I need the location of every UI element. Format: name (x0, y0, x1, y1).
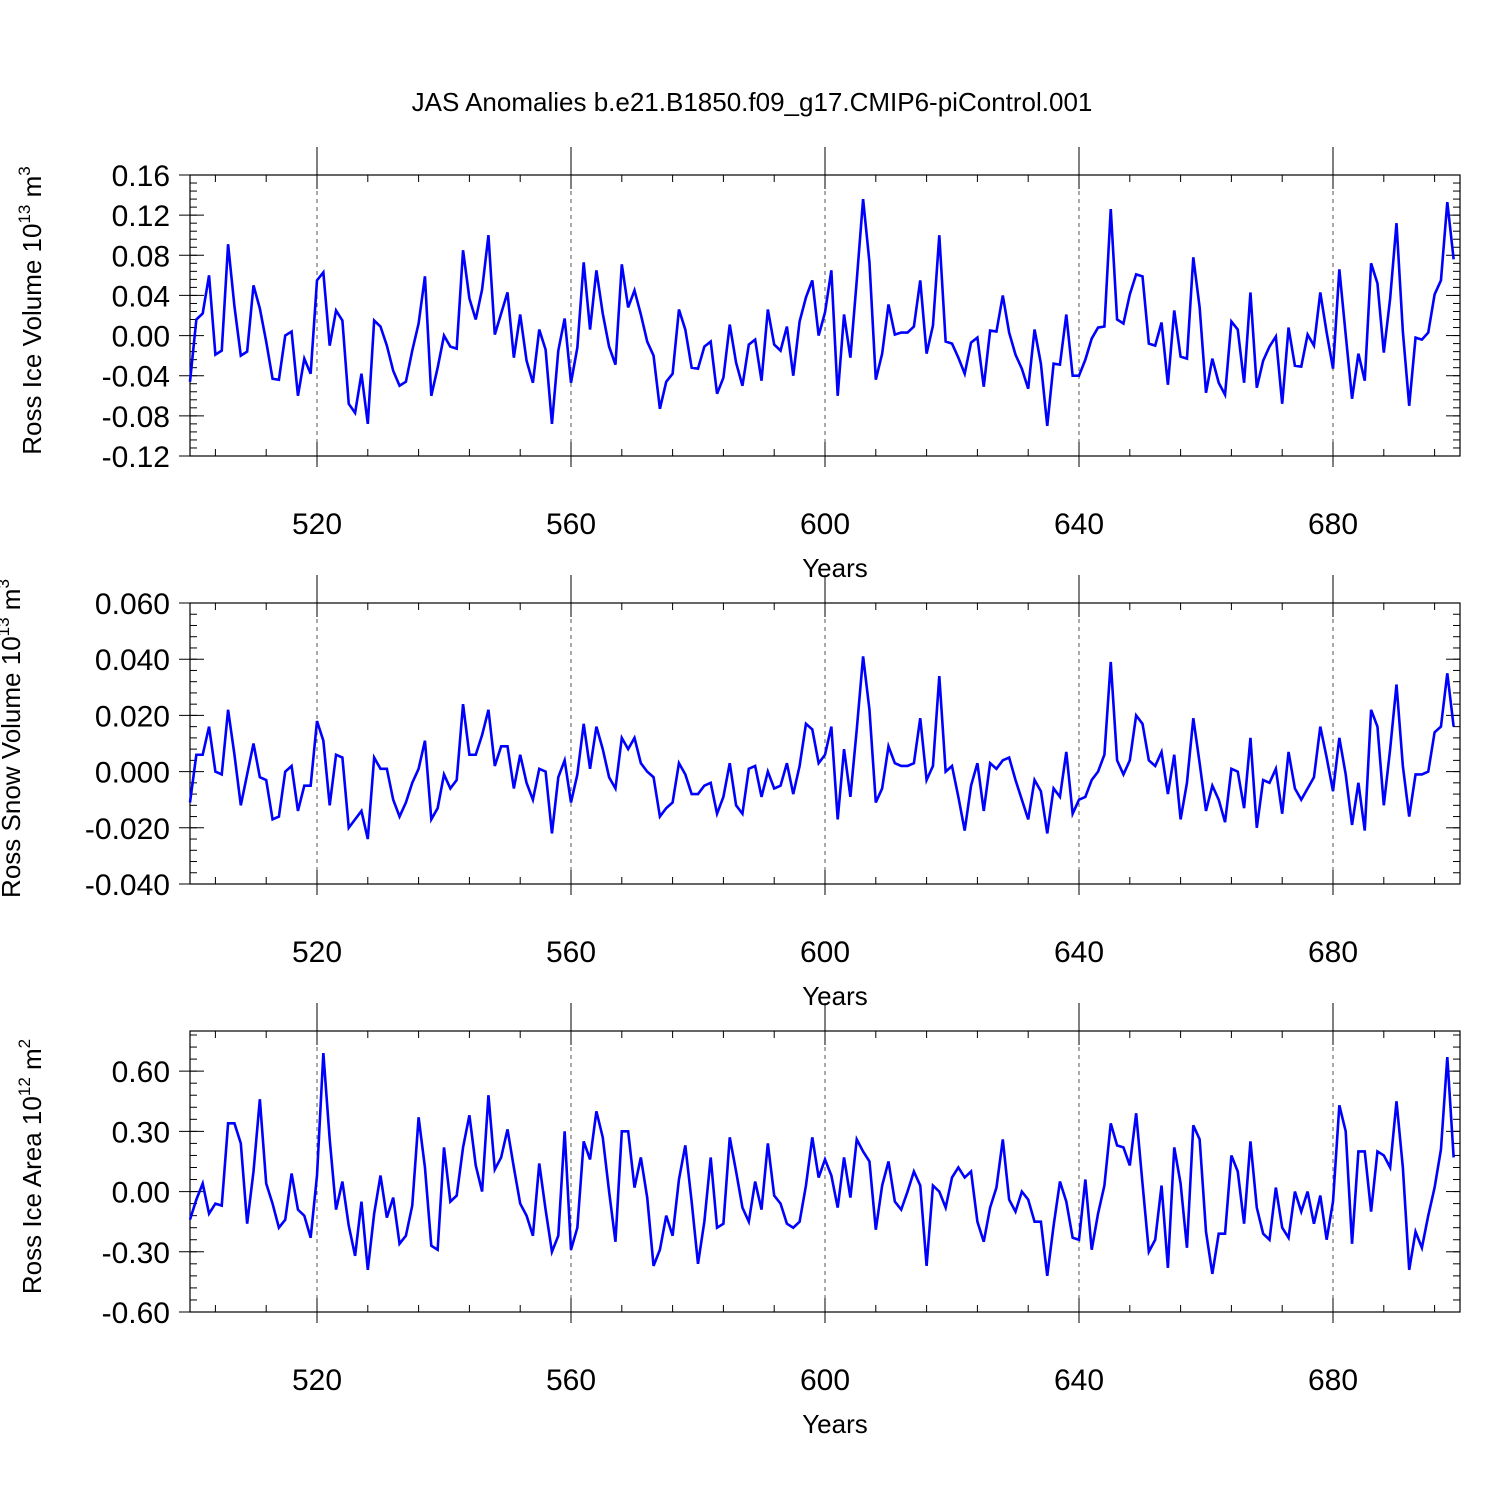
x-tick-label: 560 (546, 936, 596, 969)
y-tick-label: 0.08 (112, 240, 170, 273)
y-tick-label: -0.040 (85, 869, 170, 902)
y-label-exponent: 12 (15, 1077, 34, 1096)
series-line (188, 1052, 1455, 1277)
y-label-exponent: 13 (0, 617, 13, 636)
y-tick-label: 0.00 (112, 321, 170, 354)
panel-ice-area: -0.60 -0.30 0.00 0.30 0.60 520 560 600 640 680 Yea… (15, 1003, 1461, 1439)
plot-frame (189, 174, 1461, 457)
x-tick-label: 520 (292, 936, 342, 969)
x-tick-label: 600 (800, 936, 850, 969)
x-tick-label: 640 (1054, 936, 1104, 969)
y-label-unit-exponent: 2 (15, 1039, 34, 1048)
y-tick-label: 0.04 (112, 280, 170, 313)
panel-ice-volume: -0.12 -0.08 -0.04 0.00 0.04 0.08 0.12 0.16 520 56… (15, 147, 1461, 583)
x-axis-label: Years (802, 1409, 868, 1439)
y-label-unit: m (17, 1048, 47, 1077)
y-tick-label: 0.00 (112, 1177, 170, 1210)
y-label-exponent: 13 (15, 205, 34, 224)
y-tick-label: -0.08 (102, 401, 170, 434)
y-label-text: Ross Snow Volume 10 (0, 636, 26, 898)
x-tick-label: 560 (546, 1364, 596, 1397)
y-tick-label: -0.04 (102, 361, 170, 394)
y-tick-label: 0.12 (112, 200, 170, 233)
y-label-unit: m (0, 589, 26, 618)
y-tick-label: -0.12 (102, 441, 170, 474)
y-tick-label: -0.020 (85, 813, 170, 846)
x-tick-label: 520 (292, 508, 342, 541)
x-tick-label: 680 (1308, 508, 1358, 541)
y-tick-label: 0.30 (112, 1116, 170, 1149)
y-label-unit: m (17, 176, 47, 205)
x-tick-label: 600 (800, 508, 850, 541)
x-tick-label: 600 (800, 1364, 850, 1397)
y-tick-label: 0.040 (95, 644, 170, 677)
y-tick-label: -0.30 (102, 1237, 170, 1270)
y-tick-label: 0.000 (95, 757, 170, 790)
y-label-unit-exponent: 3 (15, 166, 34, 175)
x-tick-label: 680 (1308, 936, 1358, 969)
plot-frame (189, 1030, 1461, 1313)
x-axis-label: Years (802, 553, 868, 583)
x-tick-label: 680 (1308, 1364, 1358, 1397)
plot-frame (189, 602, 1461, 885)
y-tick-label: 0.16 (112, 160, 170, 193)
y-label-unit-exponent: 3 (0, 579, 13, 588)
y-axis-label: Ross Snow Volume 1013 m3 (0, 579, 26, 898)
x-tick-label: 520 (292, 1364, 342, 1397)
series-line (188, 198, 1455, 427)
x-tick-label: 640 (1054, 1364, 1104, 1397)
y-label-text: Ross Ice Area 10 (17, 1096, 47, 1294)
y-label-text: Ross Ice Volume 10 (17, 224, 47, 455)
x-axis-label: Years (802, 981, 868, 1011)
y-tick-label: 0.060 (95, 588, 170, 621)
y-tick-label: 0.60 (112, 1056, 170, 1089)
panel-snow-volume: -0.040 -0.020 0.000 0.020 0.040 0.060 520 560 60… (0, 575, 1461, 1011)
chart-title: JAS Anomalies b.e21.B1850.f09_g17.CMIP6-… (412, 87, 1093, 117)
y-tick-label: 0.020 (95, 700, 170, 733)
y-tick-label: -0.60 (102, 1297, 170, 1330)
x-tick-label: 560 (546, 508, 596, 541)
y-axis-label: Ross Ice Volume 1013 m3 (15, 166, 47, 455)
series-line (188, 656, 1455, 840)
y-axis-label: Ross Ice Area 1012 m2 (15, 1039, 47, 1294)
x-tick-label: 640 (1054, 508, 1104, 541)
